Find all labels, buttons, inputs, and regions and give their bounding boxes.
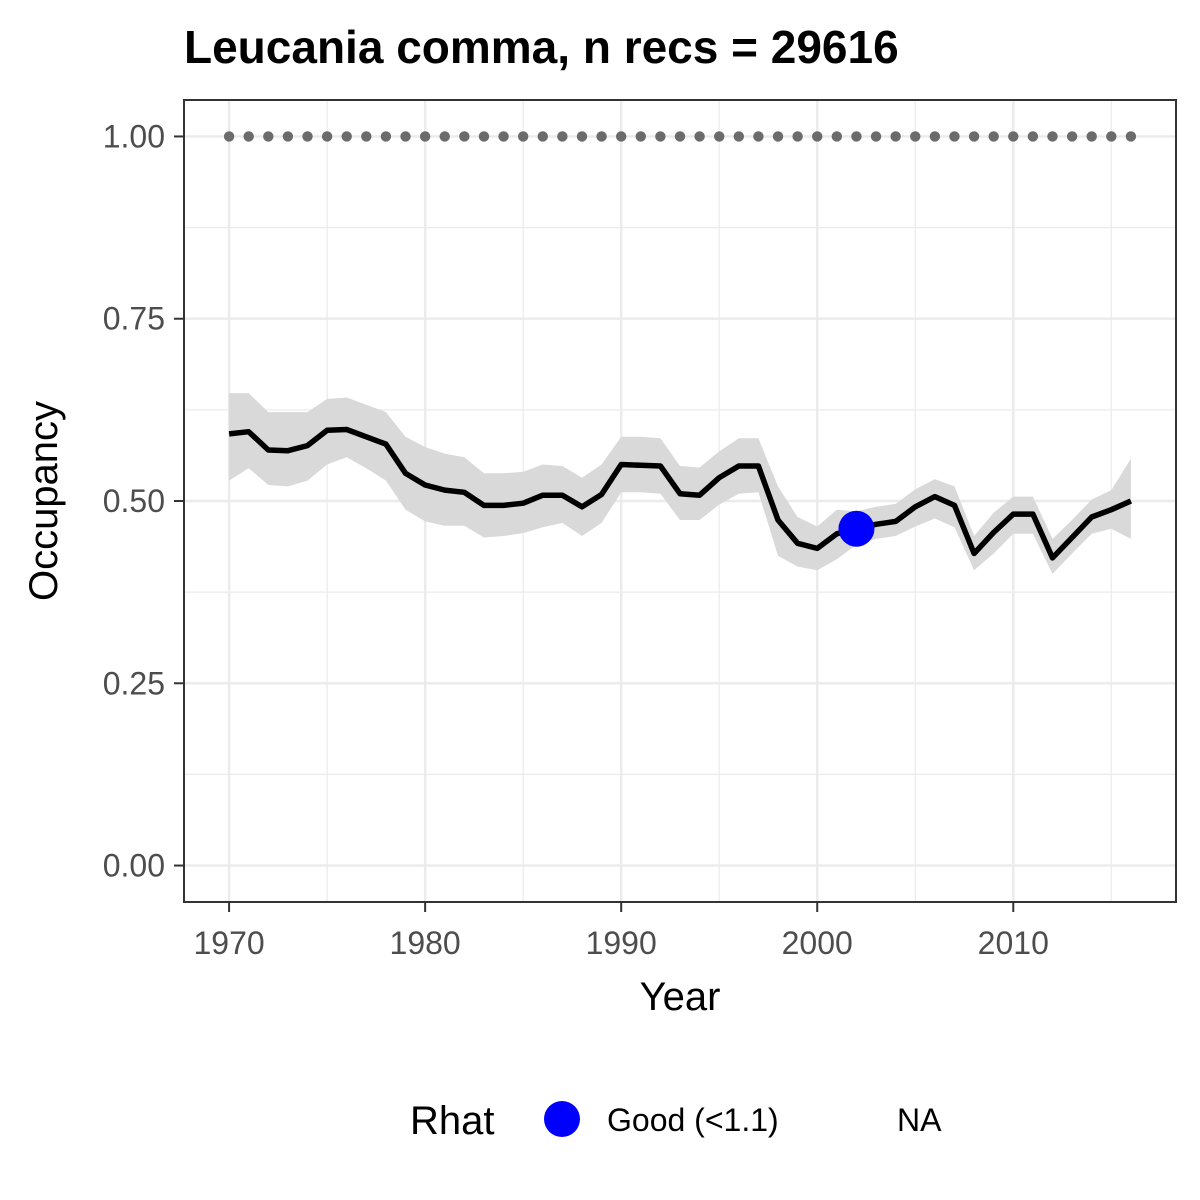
reference-dots-layer	[223, 131, 1137, 142]
reference-dot	[282, 131, 294, 142]
reference-dot	[615, 131, 627, 142]
reference-dot	[1027, 131, 1039, 142]
reference-dot	[243, 131, 254, 142]
rhat-point-good	[838, 510, 875, 547]
x-axis-ticks: 1970 1980 1990 2000 2010	[193, 902, 1049, 961]
reference-dot	[419, 131, 431, 142]
reference-dot	[459, 131, 470, 142]
reference-dot	[831, 131, 843, 142]
confidence-ribbon-layer	[229, 393, 1131, 574]
reference-dot	[694, 131, 705, 142]
x-tick-label: 1980	[390, 925, 461, 961]
x-tick-label: 1970	[193, 925, 264, 961]
reference-dot	[1066, 131, 1078, 142]
legend: Rhat Good (<1.1) NA	[410, 1099, 942, 1143]
y-tick-label: 0.00	[103, 848, 165, 884]
chart-title: Leucania comma, n recs = 29616	[184, 21, 899, 73]
reference-dot	[674, 131, 686, 142]
reference-dot	[870, 131, 882, 142]
reference-dot	[851, 131, 862, 142]
occupancy-line	[228, 426, 1133, 561]
reference-dot	[439, 131, 450, 142]
y-tick-label: 1.00	[103, 118, 165, 154]
reference-dot	[478, 131, 490, 142]
occupancy-line-layer	[228, 426, 1133, 561]
reference-dot	[968, 131, 980, 142]
y-axis-ticks: 0.00 0.25 0.50 0.75 1.00	[103, 118, 184, 884]
reference-dot	[361, 131, 372, 142]
rhat-points-layer	[838, 510, 875, 547]
legend-title: Rhat	[410, 1099, 495, 1143]
reference-dot	[714, 131, 725, 142]
reference-dot	[400, 131, 411, 142]
y-tick-label: 0.25	[103, 665, 165, 701]
reference-dot	[557, 131, 568, 142]
reference-dot	[1106, 131, 1117, 142]
reference-dot	[949, 131, 960, 142]
y-axis-title: Occupancy	[22, 401, 66, 601]
reference-dot	[517, 131, 529, 142]
reference-dot	[1008, 131, 1019, 142]
reference-dot	[753, 131, 764, 142]
reference-dot	[321, 131, 333, 142]
reference-dot	[596, 131, 607, 142]
reference-dot	[655, 131, 666, 142]
reference-dot	[302, 131, 313, 142]
confidence-ribbon	[229, 393, 1131, 574]
reference-dot	[772, 131, 784, 142]
reference-dot	[263, 131, 274, 142]
reference-dot	[929, 131, 941, 142]
reference-dot	[890, 131, 901, 142]
x-axis-title: Year	[640, 975, 721, 1019]
legend-good-marker	[544, 1101, 580, 1137]
reference-dot	[1086, 131, 1097, 142]
reference-dot	[733, 131, 745, 142]
legend-label-good: Good (<1.1)	[607, 1102, 779, 1138]
reference-dot	[1047, 131, 1058, 142]
reference-dot	[576, 131, 588, 142]
reference-dot	[635, 131, 646, 142]
reference-dot	[537, 131, 548, 142]
x-tick-label: 1990	[586, 925, 657, 961]
reference-dot	[792, 131, 803, 142]
reference-dot	[498, 131, 509, 142]
reference-dot	[910, 131, 921, 142]
legend-label-na: NA	[897, 1102, 942, 1138]
reference-dot	[1125, 131, 1137, 142]
reference-dot	[341, 131, 352, 142]
reference-dot	[812, 131, 823, 142]
reference-dot	[223, 131, 235, 142]
y-tick-label: 0.50	[103, 483, 165, 519]
x-tick-label: 2000	[782, 925, 853, 961]
reference-dot	[380, 131, 392, 142]
x-tick-label: 2010	[978, 925, 1049, 961]
y-tick-label: 0.75	[103, 301, 165, 337]
reference-dot	[988, 131, 999, 142]
